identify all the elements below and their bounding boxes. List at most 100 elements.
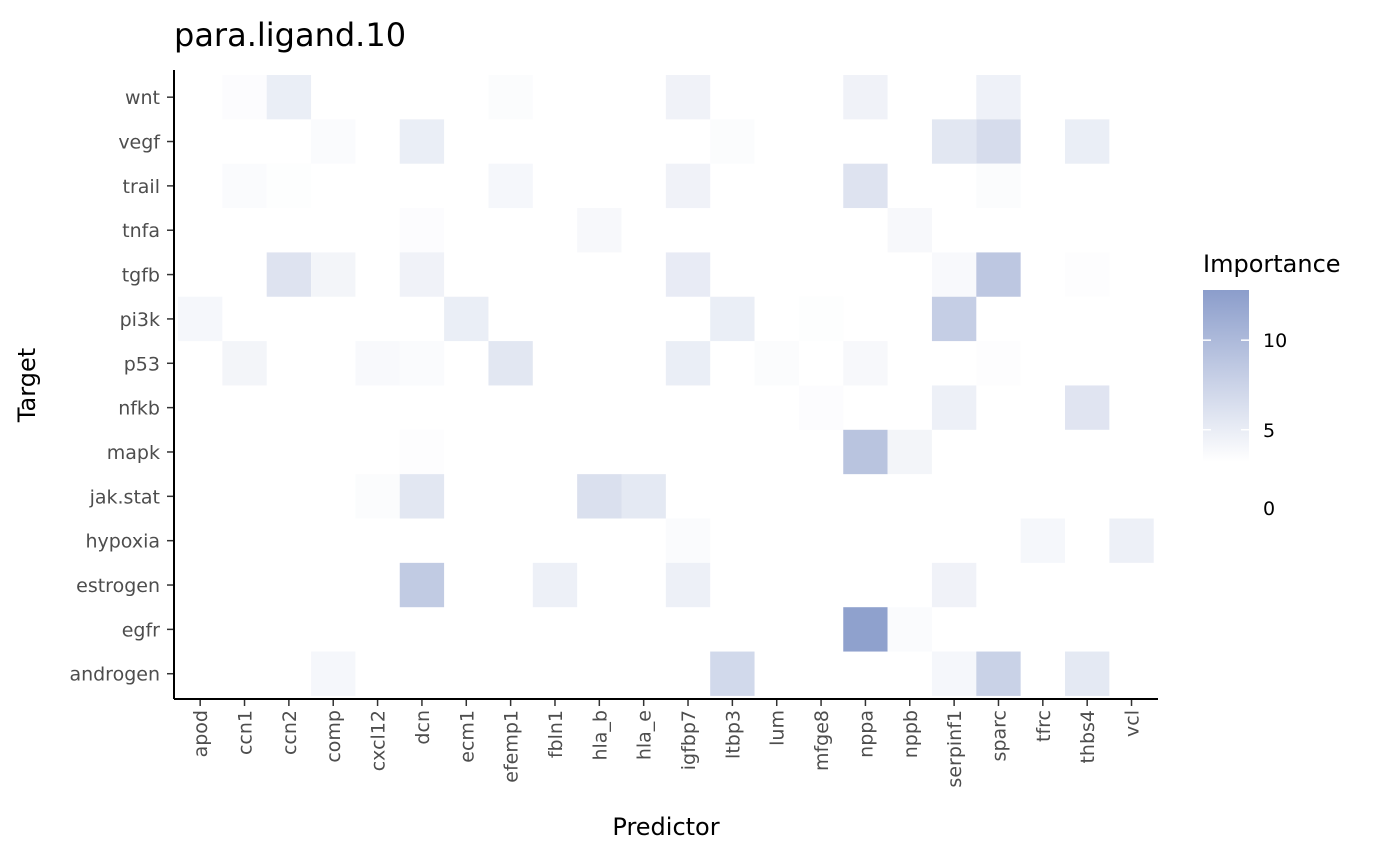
heatmap-cell-vegf-dcn [399,119,445,164]
heatmap-cell-egfr-nppa [843,607,888,652]
x-tick-label-nppa: nppa [855,710,877,758]
heatmap-cell-jak.stat-hla_e [621,474,666,519]
heatmap-cell-tnfa-dcn [399,208,445,253]
heatmap-cell-p53-cxcl12 [355,341,400,386]
heatmap-cell-tgfb-igfbp7 [665,252,711,297]
heatmap-cell-nfkb-mfge8 [798,385,844,430]
x-tick-label-efemp1: efemp1 [501,710,523,783]
heatmap-cell-tgfb-sparc [976,252,1021,297]
heatmap-cell-jak.stat-dcn [399,474,445,519]
heatmap-cell-wnt-igfbp7 [665,75,711,120]
x-tick-label-serpinf1: serpinf1 [944,710,966,788]
x-tick-label-thbs4: thbs4 [1077,710,1099,764]
heatmap-cell-p53-ccn1 [222,341,267,386]
x-tick-label-hla_e: hla_e [634,710,656,760]
heatmap-cell-mapk-nppa [843,429,888,475]
x-tick-label-tfrc: tfrc [1033,710,1055,742]
y-tick-label-estrogen: estrogen [76,575,160,597]
heatmap-cell-estrogen-dcn [399,562,445,608]
heatmap-cell-trail-ccn1 [222,163,267,209]
heatmap-cell-tgfb-serpinf1 [931,252,977,297]
chart-title: para.ligand.10 [174,16,406,54]
y-tick-label-egfr: egfr [122,619,160,641]
y-tick-label-pi3k: pi3k [120,309,160,331]
heatmap-cell-p53-igfbp7 [665,341,711,386]
x-tick-label-ecm1: ecm1 [456,710,478,763]
y-axis-title: Target [13,348,41,423]
legend-title: Importance [1203,250,1341,278]
x-tick-label-cxcl12: cxcl12 [368,710,390,771]
x-tick-label-fbln1: fbln1 [545,710,567,758]
heatmap-cell-hypoxia-vcl [1109,518,1154,563]
heatmap-cell-tgfb-comp [311,252,356,297]
y-tick-label-hypoxia: hypoxia [85,531,160,553]
heatmap-cell-jak.stat-hla_b [577,474,622,519]
heatmap-cell-trail-sparc [976,163,1021,209]
heatmap-cell-pi3k-mfge8 [798,296,844,342]
heatmap-cell-tnfa-nppb [887,208,932,253]
heatmap-cell-trail-efemp1 [488,163,533,209]
x-tick-label-vcl: vcl [1122,710,1144,737]
legend-colorbar [1203,290,1249,462]
heatmap-cell-pi3k-ltbp3 [710,296,755,342]
heatmap-cell-tgfb-dcn [399,252,445,297]
heatmap-cell-jak.stat-cxcl12 [355,474,400,519]
legend-tick-label-10: 10 [1263,330,1287,352]
heatmap-cell-vegf-serpinf1 [931,119,977,164]
x-axis-ticks: apod ccn1 ccn2 comp cxcl12 dcn ecm1 efemp1 fbln1… [190,700,1144,788]
heatmap-cell-wnt-ccn2 [266,75,312,120]
heatmap-cell-mapk-dcn [399,429,445,475]
y-axis-ticks: wnt vegf trail tnfa tgfb pi3k p53 nfkb mapk jak.s… [69,87,173,686]
heatmap-cell-wnt-nppa [843,75,888,120]
y-tick-label-trail: trail [123,176,160,198]
x-tick-label-ltbp3: ltbp3 [722,710,744,759]
heatmap-cell-tgfb-ccn2 [266,252,312,297]
heatmap-cell-vegf-sparc [976,119,1021,164]
heatmap-cell-p53-sparc [976,341,1021,386]
x-tick-label-ccn1: ccn1 [235,710,257,755]
x-tick-label-ccn2: ccn2 [279,710,301,755]
x-tick-label-dcn: dcn [412,710,434,745]
heatmap-cells [178,75,1154,696]
heatmap-cell-estrogen-igfbp7 [665,562,711,608]
heatmap-cell-pi3k-serpinf1 [931,296,977,342]
heatmap-cell-vegf-ltbp3 [710,119,755,164]
heatmap-cell-estrogen-fbln1 [532,562,578,608]
x-tick-label-lum: lum [767,710,789,746]
x-tick-label-hla_b: hla_b [589,710,611,761]
heatmap-cell-vegf-thbs4 [1065,119,1110,164]
y-tick-label-androgen: androgen [69,664,160,686]
heatmap-cell-tgfb-thbs4 [1065,252,1110,297]
x-tick-label-nppb: nppb [900,710,922,758]
x-tick-label-sparc: sparc [988,710,1010,761]
heatmap-cell-androgen-sparc [976,651,1021,696]
y-tick-label-p53: p53 [124,353,160,375]
heatmap-cell-androgen-serpinf1 [931,651,977,696]
heatmap-cell-p53-lum [754,341,799,386]
heatmap-cell-androgen-ltbp3 [710,651,755,696]
heatmap-cell-p53-nppa [843,341,888,386]
y-tick-label-tgfb: tgfb [122,265,160,287]
heatmap-cell-hypoxia-igfbp7 [665,518,711,563]
y-tick-label-vegf: vegf [118,132,161,154]
heatmap-cell-p53-efemp1 [488,341,533,386]
heatmap-cell-mapk-nppb [887,429,932,475]
legend-tick-label-0: 0 [1263,498,1275,520]
heatmap-cell-androgen-thbs4 [1065,651,1110,696]
y-tick-label-tnfa: tnfa [122,220,160,242]
legend-ticks: 0 5 10 [1203,330,1287,520]
x-axis-title: Predictor [612,813,719,841]
heatmap-cell-hypoxia-tfrc [1020,518,1065,563]
y-tick-label-wnt: wnt [125,87,160,109]
heatmap-cell-vegf-comp [311,119,356,164]
heatmap-cell-trail-ccn2 [266,163,312,209]
heatmap-cell-egfr-nppb [887,607,932,652]
heatmap-cell-wnt-sparc [976,75,1021,120]
y-tick-label-jak.stat: jak.stat [89,486,160,508]
y-tick-label-nfkb: nfkb [118,398,160,420]
heatmap-cell-androgen-comp [311,651,356,696]
x-tick-label-apod: apod [190,710,212,757]
x-tick-label-igfbp7: igfbp7 [678,710,700,770]
heatmap-cell-p53-dcn [399,341,445,386]
